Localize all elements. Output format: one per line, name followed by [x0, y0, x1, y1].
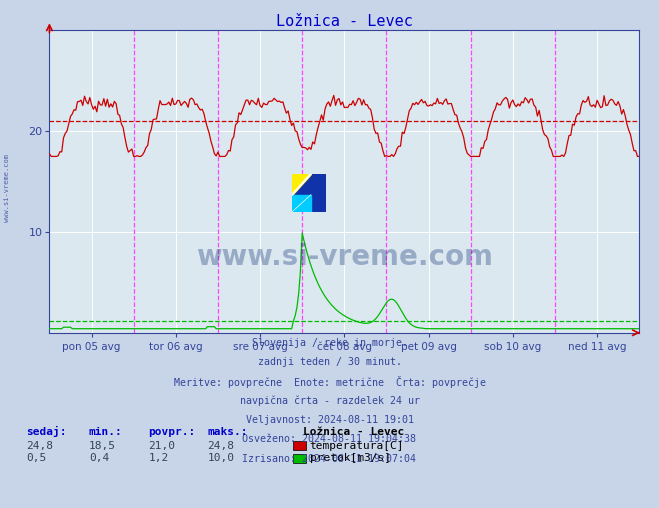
Text: 18,5: 18,5 — [89, 440, 116, 451]
Text: pretok[m3/s]: pretok[m3/s] — [310, 453, 391, 463]
Text: 24,8: 24,8 — [26, 440, 53, 451]
Text: maks.:: maks.: — [208, 427, 248, 437]
Text: Veljavnost: 2024-08-11 19:01: Veljavnost: 2024-08-11 19:01 — [246, 415, 413, 425]
Text: povpr.:: povpr.: — [148, 427, 196, 437]
Text: www.si-vreme.com: www.si-vreme.com — [3, 154, 10, 222]
Text: sedaj:: sedaj: — [26, 426, 67, 437]
Text: 24,8: 24,8 — [208, 440, 235, 451]
Text: 1,2: 1,2 — [148, 453, 169, 463]
Text: www.si-vreme.com: www.si-vreme.com — [196, 243, 493, 271]
Text: Meritve: povprečne  Enote: metrične  Črta: povprečje: Meritve: povprečne Enote: metrične Črta:… — [173, 376, 486, 389]
Title: Ložnica - Levec: Ložnica - Levec — [276, 14, 413, 29]
Text: Slovenija / reke in morje.: Slovenija / reke in morje. — [252, 338, 407, 348]
Text: navpična črta - razdelek 24 ur: navpična črta - razdelek 24 ur — [239, 396, 420, 406]
Polygon shape — [292, 195, 311, 212]
Text: 21,0: 21,0 — [148, 440, 175, 451]
Polygon shape — [292, 174, 326, 212]
Text: zadnji teden / 30 minut.: zadnji teden / 30 minut. — [258, 357, 401, 367]
Text: 10,0: 10,0 — [208, 453, 235, 463]
Text: Izrisano: 2024-08-11 19:07:04: Izrisano: 2024-08-11 19:07:04 — [243, 454, 416, 464]
Text: 0,4: 0,4 — [89, 453, 109, 463]
Text: Ložnica - Levec: Ložnica - Levec — [303, 427, 405, 437]
Text: Osveženo: 2024-08-11 19:04:38: Osveženo: 2024-08-11 19:04:38 — [243, 434, 416, 444]
Polygon shape — [292, 174, 311, 195]
Text: 0,5: 0,5 — [26, 453, 47, 463]
Text: min.:: min.: — [89, 427, 123, 437]
Text: temperatura[C]: temperatura[C] — [310, 440, 404, 451]
